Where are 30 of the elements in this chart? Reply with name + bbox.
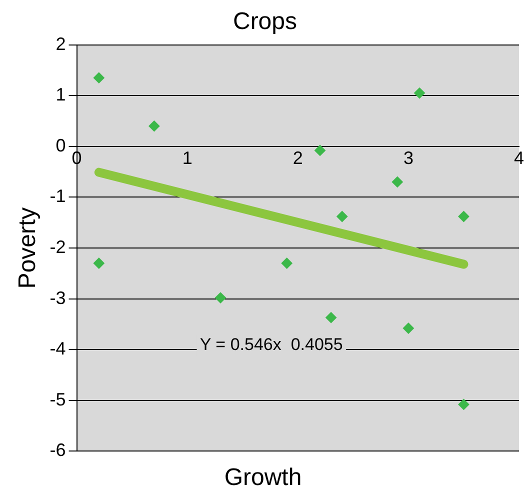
point xyxy=(281,258,292,269)
y-axis-title: Poverty xyxy=(14,207,42,289)
annotation: Y = 0.546x 0.4055 xyxy=(200,335,343,354)
point xyxy=(458,398,470,410)
x-tick-label: 4 xyxy=(514,148,524,168)
point xyxy=(215,292,226,304)
x-axis-title: Growth xyxy=(223,464,303,492)
y-tick-label: 2 xyxy=(56,34,66,54)
point xyxy=(336,211,348,222)
point xyxy=(326,312,337,324)
point xyxy=(458,211,470,222)
y-tick-label: -6 xyxy=(50,440,66,460)
point xyxy=(93,72,104,84)
x-tick-label: 3 xyxy=(403,148,414,168)
point xyxy=(414,88,425,99)
y-tick-label: -3 xyxy=(50,288,66,308)
point xyxy=(93,258,104,269)
x-tick-label: 2 xyxy=(292,148,303,168)
point xyxy=(402,322,414,334)
y-tick-label: 1 xyxy=(56,84,66,105)
y-tick-label: -2 xyxy=(50,236,66,257)
x-tick-label: 1 xyxy=(182,148,192,168)
point xyxy=(314,144,326,156)
point xyxy=(148,120,160,132)
point xyxy=(392,176,403,188)
y-tick-label: -5 xyxy=(50,389,66,410)
y-tick-label: -1 xyxy=(50,186,66,206)
y-tick-label: -4 xyxy=(50,338,66,359)
chart-title: Crops xyxy=(232,8,298,36)
y-tick-label: 0 xyxy=(56,135,66,156)
